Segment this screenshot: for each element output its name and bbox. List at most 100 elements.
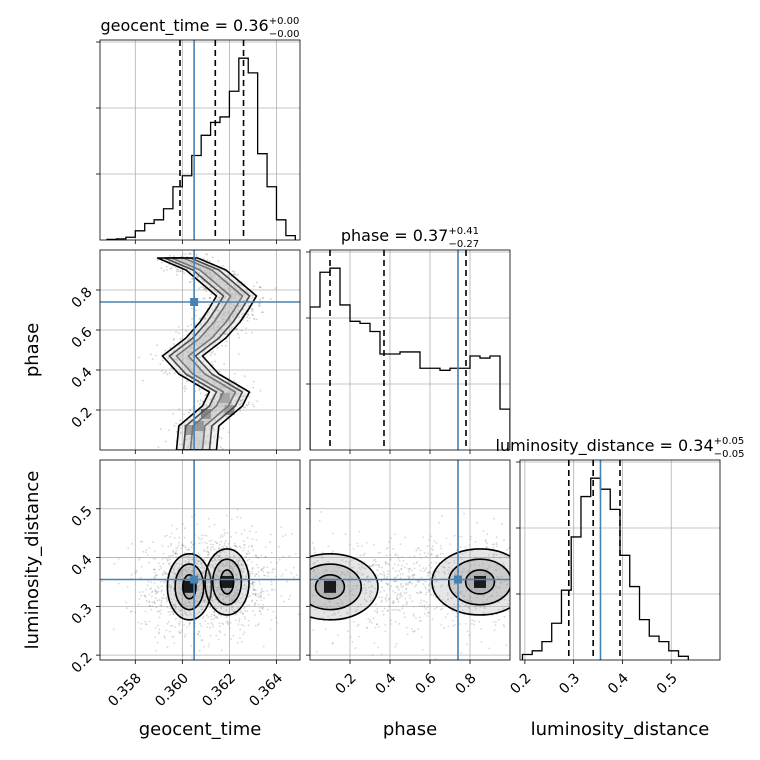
sample-point [160, 599, 163, 602]
sample-point [230, 606, 233, 609]
sample-point [374, 610, 376, 612]
sample-point [359, 554, 362, 557]
sample-point [171, 601, 174, 604]
sample-point [385, 561, 387, 564]
sample-point [226, 416, 228, 418]
sample-point [374, 626, 377, 629]
sample-point [226, 391, 229, 394]
sample-point [593, 578, 595, 580]
sample-point [211, 630, 213, 632]
sample-point [322, 571, 325, 573]
sample-point [189, 350, 192, 353]
sample-point [209, 586, 212, 588]
sample-point [183, 536, 186, 539]
sample-point [187, 337, 190, 340]
sample-point [459, 546, 462, 548]
sample-point [215, 291, 218, 294]
sample-point [238, 581, 241, 584]
sample-point [240, 533, 243, 535]
sample-point [204, 559, 207, 562]
sample-point [347, 580, 349, 583]
sample-point [170, 532, 173, 535]
sample-point [286, 573, 288, 575]
sample-point [363, 592, 366, 595]
sample-point [552, 600, 554, 602]
sample-point [392, 590, 394, 592]
sample-point [437, 571, 440, 573]
sample-point [202, 599, 205, 602]
sample-point [290, 532, 293, 535]
sample-point [178, 573, 181, 576]
sample-point [202, 407, 205, 409]
sample-point [222, 264, 225, 267]
sample-point [125, 601, 128, 604]
sample-point [233, 631, 235, 633]
sample-point [139, 557, 141, 559]
sample-point [222, 292, 224, 295]
sample-point [185, 375, 188, 378]
sample-point [488, 596, 491, 598]
sample-point [215, 574, 218, 577]
sample-point [284, 616, 286, 618]
sample-point [614, 541, 616, 543]
sample-point [525, 558, 527, 560]
sample-point [239, 400, 242, 402]
sample-point [208, 378, 210, 380]
sample-point [206, 253, 209, 256]
sample-point [259, 610, 262, 612]
sample-point [233, 598, 236, 601]
sample-point [361, 574, 363, 576]
sample-point [219, 536, 222, 539]
sample-point [214, 540, 217, 543]
sample-point [404, 582, 407, 585]
sample-point [460, 590, 463, 593]
sample-point [419, 591, 422, 593]
sample-point [493, 517, 496, 520]
sample-point [338, 598, 341, 600]
sample-point [405, 600, 408, 603]
sample-point [256, 585, 258, 587]
sample-point [156, 624, 159, 627]
sample-point [264, 562, 266, 564]
sample-point [222, 623, 225, 626]
sample-point [188, 365, 190, 368]
sample-point [267, 593, 270, 596]
sample-point [210, 615, 212, 618]
sample-point [250, 307, 253, 310]
sample-point [574, 556, 576, 558]
sample-point [278, 584, 280, 586]
sample-point [214, 410, 217, 413]
sample-point [234, 293, 237, 296]
sample-point [221, 562, 224, 565]
sample-point [143, 594, 146, 597]
sample-point [400, 595, 403, 598]
sample-point [191, 573, 194, 575]
sample-point [542, 584, 544, 586]
sample-point [218, 310, 220, 312]
sample-point [230, 293, 233, 296]
sample-point [427, 572, 429, 575]
sample-point [465, 590, 468, 592]
sample-point [220, 614, 223, 617]
sample-point [170, 367, 173, 369]
sample-point [552, 605, 554, 607]
sample-point [205, 403, 208, 406]
sample-point [225, 554, 228, 557]
sample-point [172, 598, 175, 601]
sample-point [201, 572, 204, 574]
sample-point [264, 546, 267, 548]
sample-point [248, 552, 251, 555]
sample-point [252, 586, 254, 589]
sample-point [652, 575, 654, 577]
sample-point [315, 574, 318, 576]
sample-point [455, 612, 458, 614]
sample-point [399, 543, 402, 545]
sample-point [444, 571, 446, 574]
sample-point [467, 600, 470, 603]
sample-point [214, 322, 217, 325]
sample-point [264, 580, 266, 582]
sample-point [295, 596, 297, 598]
sample-point [427, 571, 430, 573]
sample-point [177, 270, 180, 272]
sample-point [207, 554, 210, 556]
